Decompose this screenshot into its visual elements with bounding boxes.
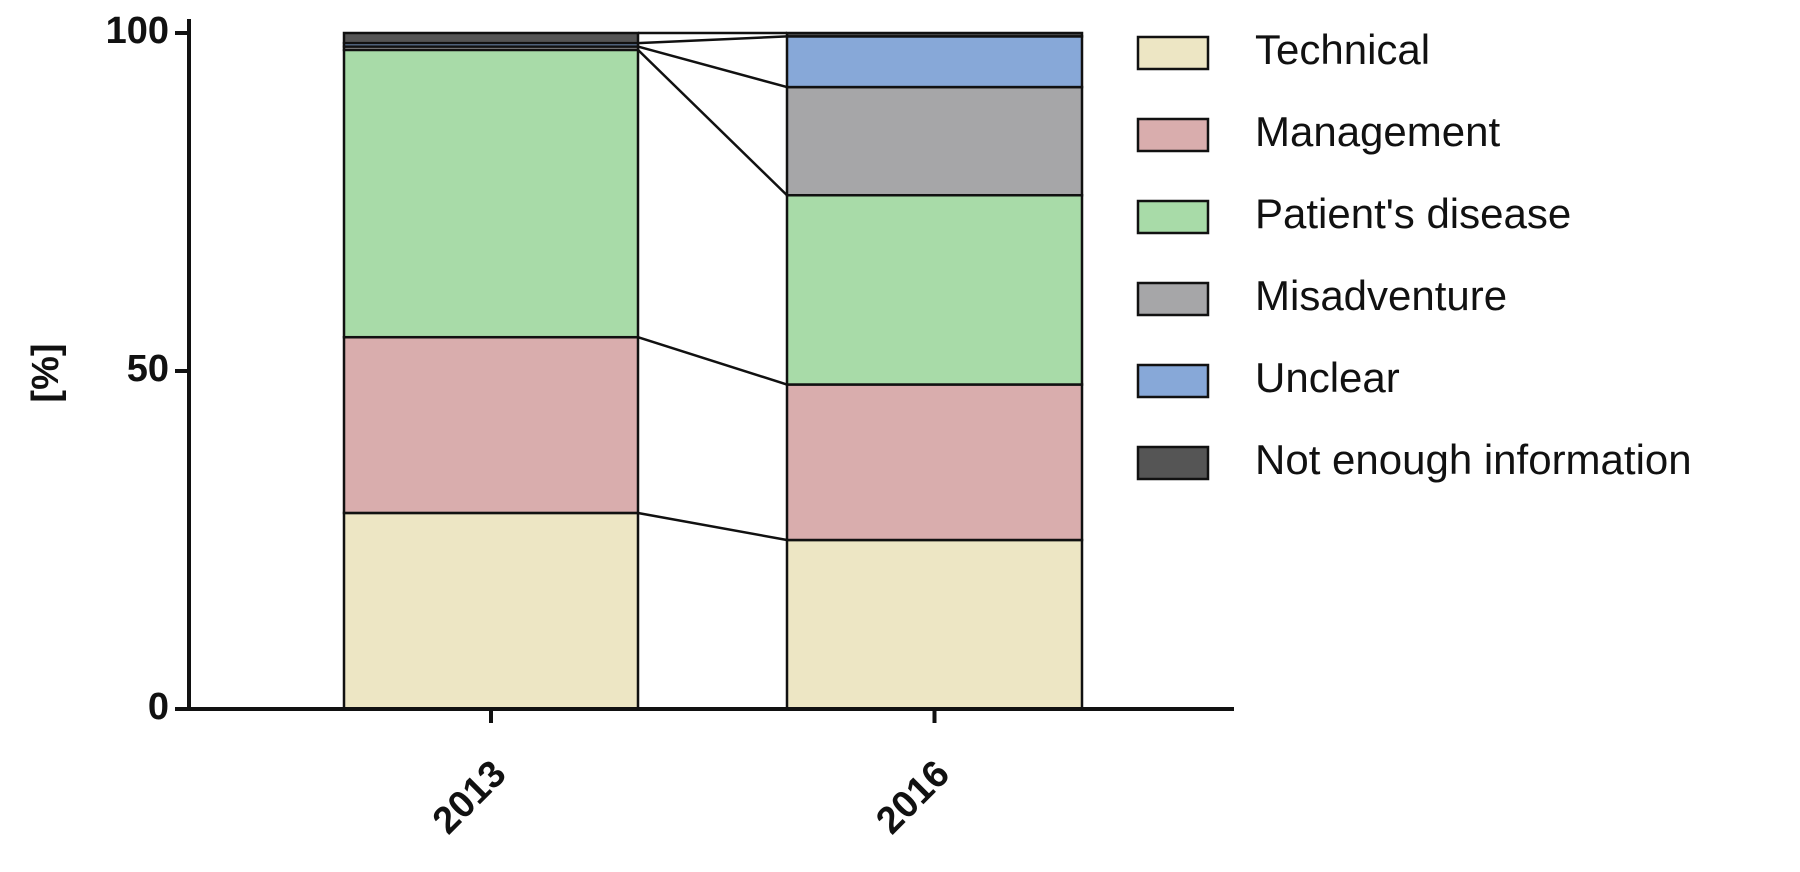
- x-tick-label: 2013: [425, 753, 514, 842]
- legend-swatch: [1136, 363, 1210, 399]
- legend-swatch: [1136, 199, 1210, 235]
- bar-segment: [785, 538, 1084, 711]
- connector: [637, 35, 788, 45]
- connector: [637, 511, 788, 542]
- legend-swatch: [1136, 445, 1210, 481]
- legend-swatch: [1136, 117, 1210, 153]
- legend-label: Management: [1255, 108, 1500, 155]
- legend-label: Unclear: [1255, 354, 1400, 401]
- bar-segment: [342, 335, 640, 515]
- bar-segment: [785, 35, 1084, 89]
- y-tick-label: 50: [127, 348, 169, 390]
- bar-segment: [785, 85, 1084, 197]
- legend-swatch: [1136, 35, 1210, 71]
- bar-segment: [342, 31, 640, 45]
- connector: [637, 49, 788, 197]
- bar-segment: [342, 48, 640, 339]
- legend-label: Misadventure: [1255, 272, 1507, 319]
- legend-label: Patient's disease: [1255, 190, 1571, 237]
- bar-segment: [785, 193, 1084, 386]
- x-tick-label: 2016: [868, 753, 957, 842]
- legend-label: Not enough information: [1255, 436, 1692, 483]
- connector: [637, 45, 788, 89]
- legend-swatch: [1136, 281, 1210, 317]
- y-tick-label: 100: [106, 10, 169, 52]
- y-axis-label: [%]: [25, 343, 67, 402]
- legend-label: Technical: [1255, 26, 1430, 73]
- connector: [637, 336, 788, 386]
- y-tick-label: 0: [148, 686, 169, 728]
- bar-segment: [785, 31, 1084, 38]
- bar-segment: [785, 383, 1084, 542]
- bar-segment: [342, 511, 640, 711]
